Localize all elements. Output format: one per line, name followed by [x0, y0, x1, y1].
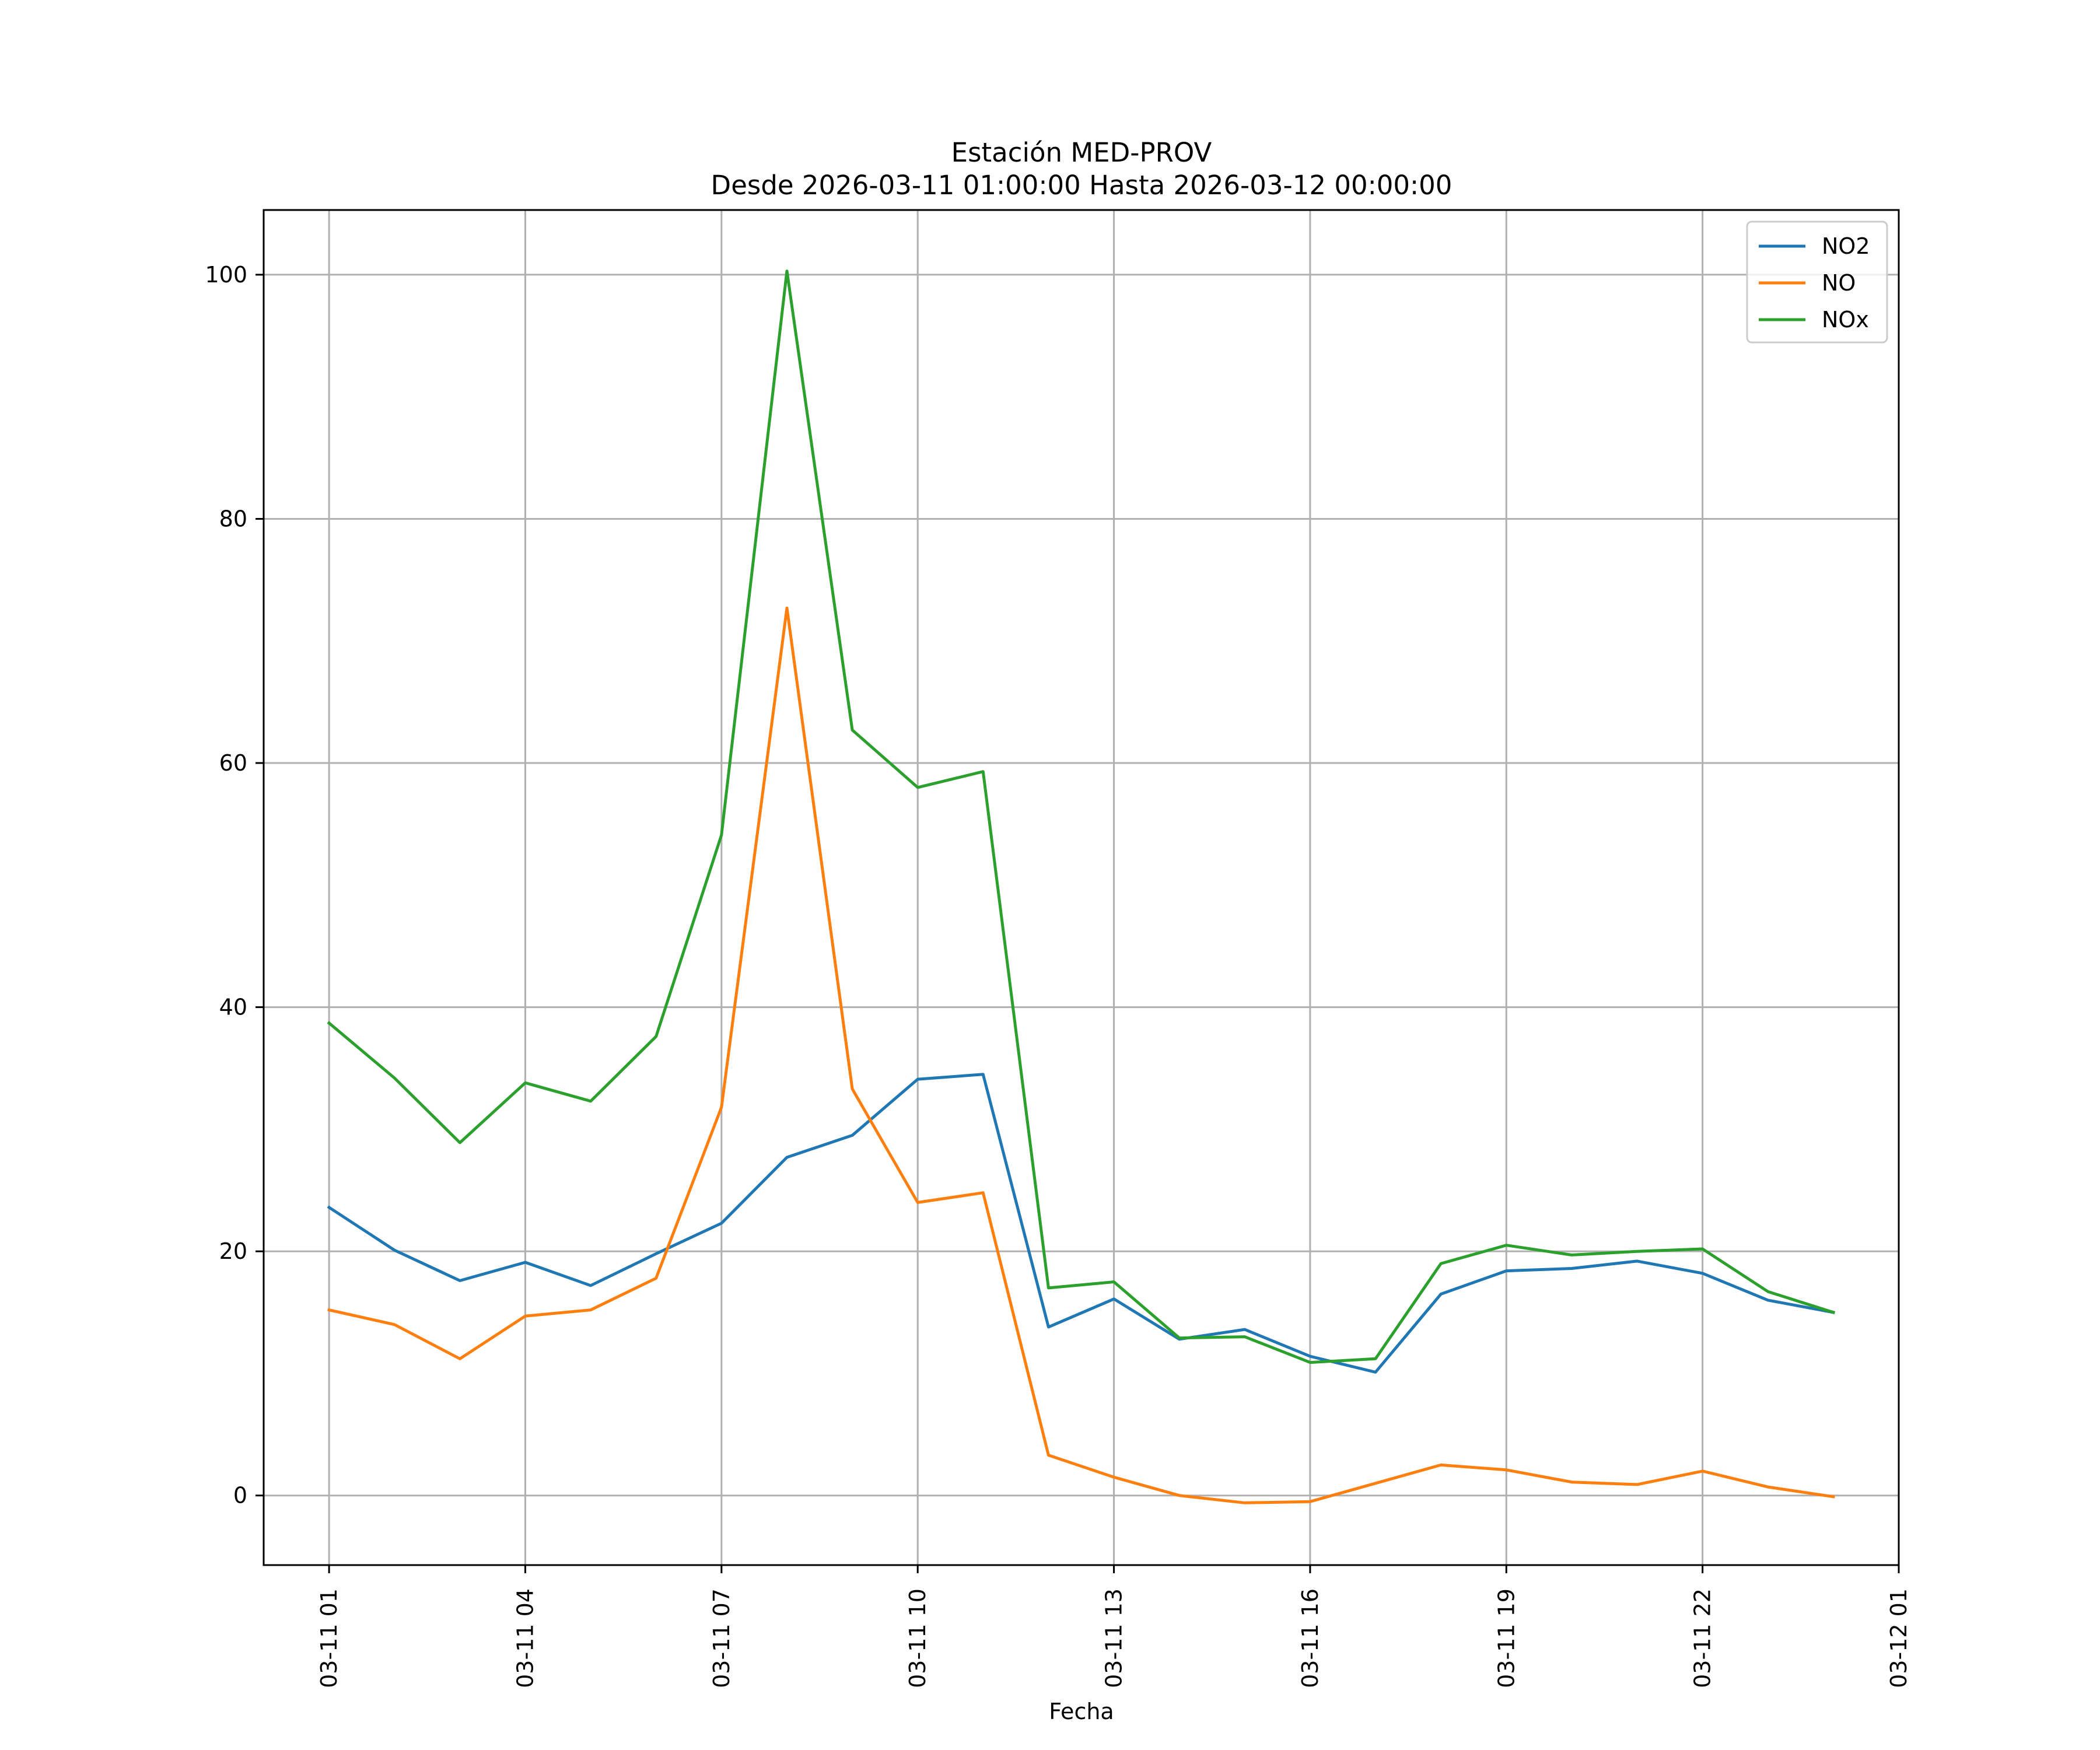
- series-line-no: [327, 606, 1835, 1504]
- series-line-nox: [327, 270, 1836, 1364]
- x-axis-ticks: 03-11 01 03-11 04 03-11 07 03-11 10 03-11 13…: [316, 1565, 1912, 1688]
- chart-title-line1: Estación MED-PROV: [951, 137, 1212, 168]
- y-tick-label: 0: [233, 1483, 247, 1508]
- legend-label-nox: NOx: [1822, 307, 1869, 332]
- x-tick-label: 03-11 22: [1690, 1588, 1716, 1688]
- x-tick-label: 03-11 13: [1101, 1588, 1127, 1688]
- legend-label-no: NO: [1822, 270, 1856, 296]
- y-tick-label: 40: [219, 995, 247, 1020]
- legend: NO2 NO NOx: [1746, 220, 1888, 344]
- x-tick-label: 03-11 01: [316, 1588, 342, 1688]
- y-tick-label: 100: [205, 262, 247, 288]
- x-tick-label: 03-11 16: [1297, 1588, 1323, 1688]
- x-tick-label: 03-11 07: [709, 1588, 734, 1688]
- series-lines: [327, 270, 1836, 1504]
- legend-box: [1746, 220, 1888, 344]
- x-tick-label: 03-11 10: [905, 1588, 930, 1688]
- y-tick-label: 20: [219, 1238, 247, 1264]
- y-tick-label: 60: [219, 750, 247, 776]
- x-tick-label: 03-11 19: [1493, 1588, 1519, 1688]
- x-axis-label: Fecha: [1049, 1699, 1114, 1724]
- x-tick-label: 03-12 01: [1886, 1588, 1912, 1688]
- x-tick-label: 03-11 04: [512, 1588, 538, 1688]
- plot-frame: [262, 209, 1900, 1566]
- y-tick-label: 80: [219, 506, 247, 531]
- legend-label-no2: NO2: [1822, 233, 1870, 259]
- y-axis-ticks: 0 20 40 60 80 100: [205, 262, 264, 1508]
- chart-title-line2: Desde 2026-03-11 01:00:00 Hasta 2026-03-…: [711, 170, 1452, 201]
- series-line-no2: [327, 1073, 1835, 1374]
